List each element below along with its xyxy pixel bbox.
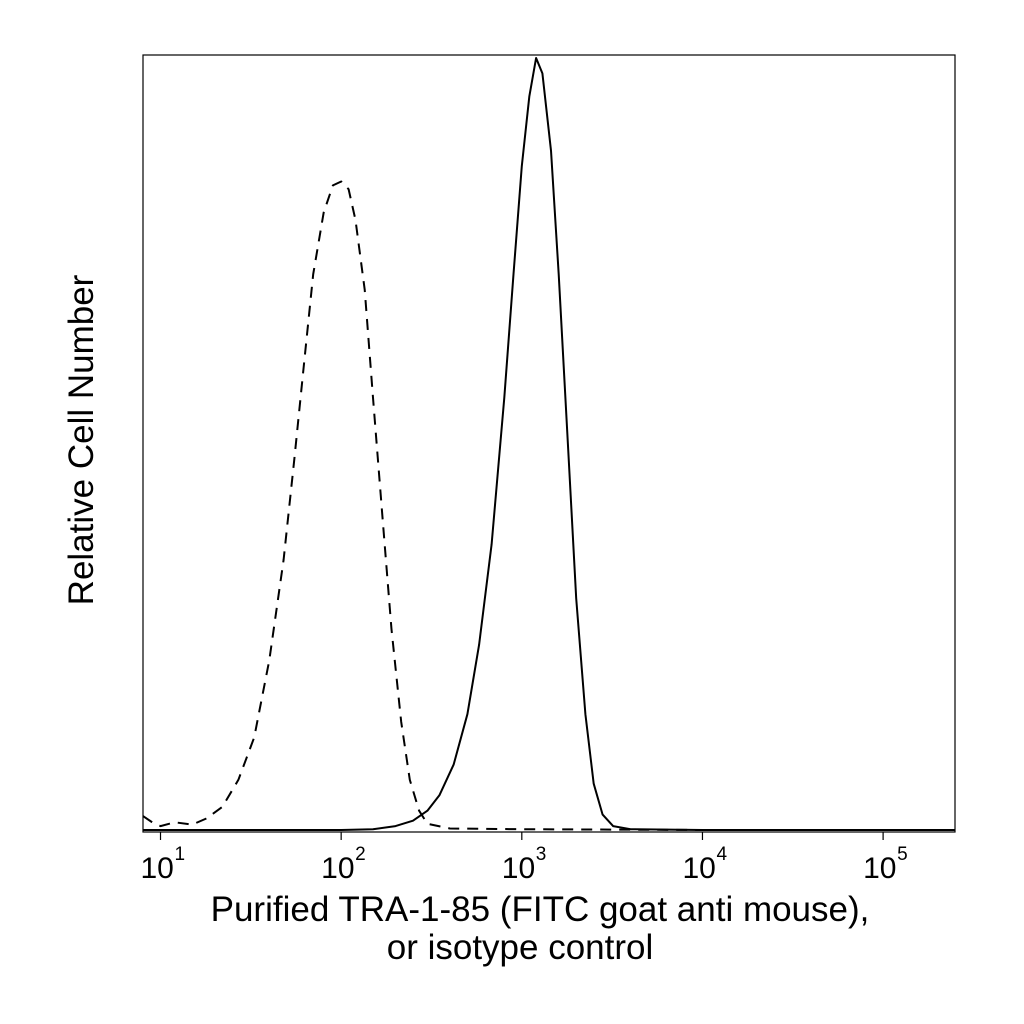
x-tick-100: 10 2 [321, 832, 366, 885]
x-tick-label-exponent: 5 [897, 844, 908, 865]
x-tick-label-exponent: 4 [716, 844, 727, 865]
x-tick-10: 10 1 [141, 832, 186, 885]
x-tick-label-exponent: 1 [175, 844, 186, 865]
series-line-tra-1-85 [143, 57, 955, 831]
x-axis-label-line1: Purified TRA-1-85 (FITC goat anti mouse)… [210, 890, 870, 929]
x-tick-label-exponent: 3 [536, 844, 547, 865]
x-tick-label-exponent: 2 [355, 844, 366, 865]
x-tick-label-base: 10 [863, 852, 896, 885]
x-tick-100000: 10 5 [863, 832, 908, 885]
x-tick-label-base: 10 [141, 852, 174, 885]
series-layer [142, 57, 955, 831]
x-axis-label-line2: or isotype control [386, 928, 654, 967]
x-tick-10000: 10 4 [682, 832, 727, 885]
x-tick-label-base: 10 [682, 852, 715, 885]
x-tick-1000: 10 3 [502, 832, 547, 885]
x-tick-label-base: 10 [502, 852, 535, 885]
series-line-isotype-control [142, 180, 955, 831]
x-tick-label-base: 10 [321, 852, 354, 885]
plot-frame [142, 54, 956, 833]
x-tick-layer: 10 1 10 2 10 3 10 4 10 5 [141, 832, 908, 885]
